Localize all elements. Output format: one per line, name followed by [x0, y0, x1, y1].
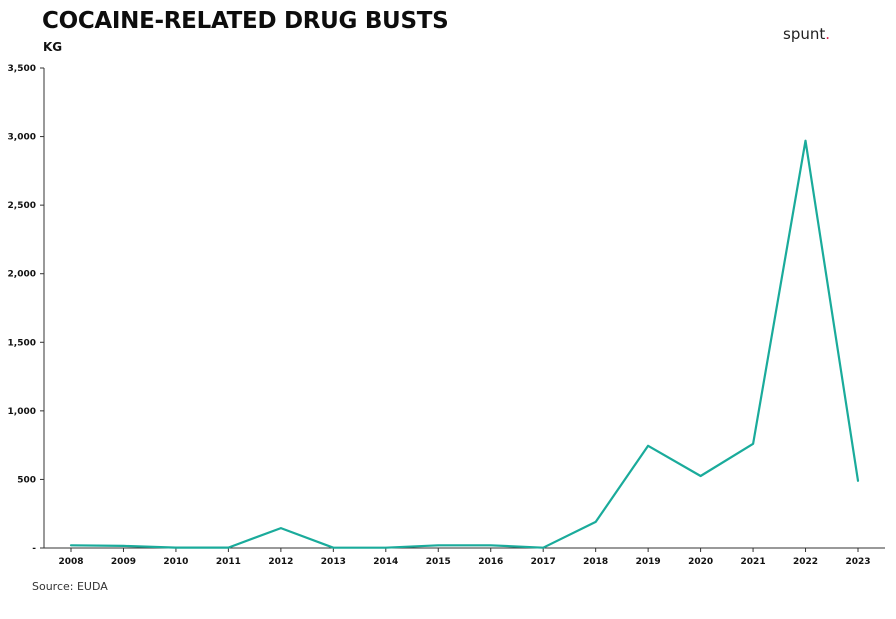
x-tick-label: 2018 [583, 557, 608, 567]
brand-dot: . [825, 25, 831, 43]
x-tick-label: 2009 [111, 557, 136, 567]
x-tick-label: 2011 [216, 557, 241, 567]
x-tick-label: 2013 [321, 557, 346, 567]
x-tick-label: 2014 [373, 557, 398, 567]
x-tick-label: 2016 [478, 557, 503, 567]
x-tick-label: 2015 [426, 557, 451, 567]
x-tick-label: 2019 [636, 557, 661, 567]
chart-title: COCAINE-RELATED DRUG BUSTS [42, 8, 449, 34]
x-tick-label: 2008 [58, 557, 83, 567]
x-tick-label: 2010 [163, 557, 188, 567]
brand-text: spunt [783, 25, 826, 43]
brand-logo: spunt. [783, 25, 830, 43]
series-layer [69, 139, 860, 549]
y-axis: - 500 1,000 1,500 2,000 2,500 3,000 3,500 [8, 64, 45, 554]
y-tick-label: 500 [17, 475, 36, 485]
y-tick-label: 3,500 [8, 64, 36, 74]
source-note: Source: EUDA [32, 580, 108, 593]
x-tick-label: 2012 [268, 557, 293, 567]
x-tick-label: 2020 [688, 557, 713, 567]
x-tick-label: 2017 [531, 557, 556, 567]
y-tick-label: - [32, 544, 36, 554]
chart-subtitle: KG [43, 40, 63, 54]
x-tick-label: 2021 [741, 557, 766, 567]
x-tick-label: 2023 [845, 557, 870, 567]
y-tick-label: 1,000 [8, 407, 36, 417]
y-tick-label: 2,000 [8, 270, 36, 280]
y-tick-label: 2,500 [8, 201, 36, 211]
x-tick-label: 2022 [793, 557, 818, 567]
series-line [69, 139, 860, 549]
y-tick-label: 3,000 [8, 133, 36, 143]
y-tick-label: 1,500 [8, 338, 36, 348]
x-axis: 2008 2009 2010 2011 2012 2013 2014 2015 2016 2017… [44, 547, 885, 567]
